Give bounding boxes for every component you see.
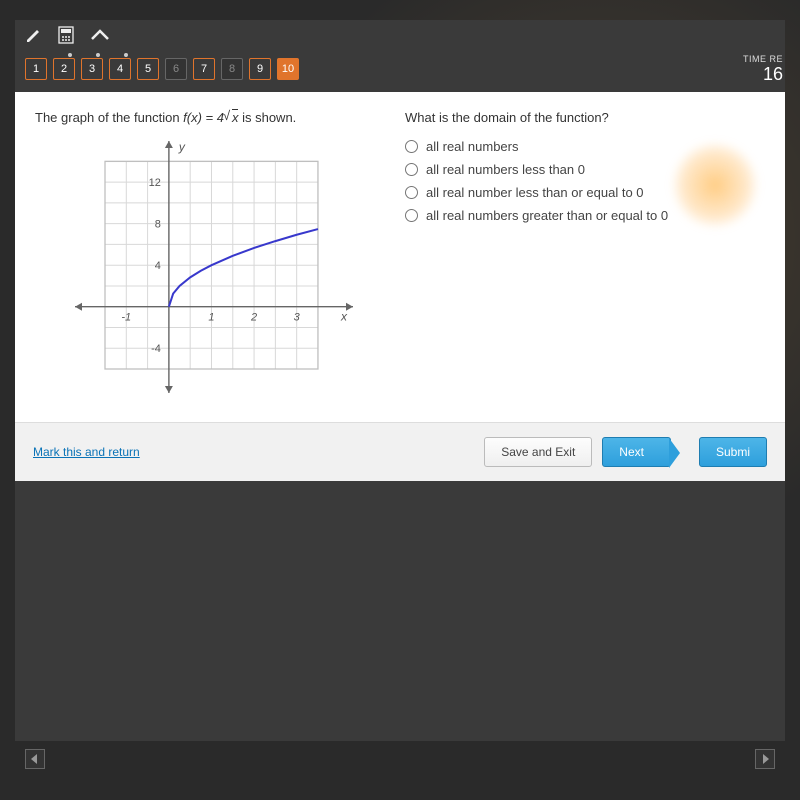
collapse-icon[interactable] — [89, 28, 111, 42]
choice-4[interactable]: all real numbers greater than or equal t… — [405, 204, 765, 227]
svg-text:x: x — [340, 310, 348, 324]
choice-label-4: all real numbers greater than or equal t… — [426, 208, 668, 223]
choice-1[interactable]: all real numbers — [405, 135, 765, 158]
q-left-post: is shown. — [238, 110, 296, 125]
choice-2[interactable]: all real numbers less than 0 — [405, 158, 765, 181]
svg-text:12: 12 — [149, 177, 161, 189]
bottom-nav — [15, 741, 785, 777]
question-nav-6[interactable]: 6 — [165, 58, 187, 80]
question-right-text: What is the domain of the function? — [405, 110, 765, 125]
question-nav-2[interactable]: 2 — [53, 58, 75, 80]
choice-3[interactable]: all real number less than or equal to 0 — [405, 181, 765, 204]
pencil-icon[interactable] — [25, 26, 43, 44]
svg-text:3: 3 — [294, 312, 301, 324]
timer-value: 16 — [743, 64, 783, 85]
choice-radio-3[interactable] — [405, 186, 418, 199]
answer-choices: all real numbers all real numbers less th… — [405, 135, 765, 227]
question-nav-9[interactable]: 9 — [249, 58, 271, 80]
svg-text:2: 2 — [250, 312, 257, 324]
svg-text:-4: -4 — [151, 343, 161, 355]
question-nav: 123456789 10 TIME RE 16 — [15, 50, 785, 92]
svg-text:8: 8 — [155, 219, 161, 231]
timer-label: TIME RE — [743, 54, 783, 64]
choice-label-1: all real numbers — [426, 139, 519, 154]
prev-page-button[interactable] — [25, 749, 45, 769]
question-nav-5[interactable]: 5 — [137, 58, 159, 80]
question-nav-3[interactable]: 3 — [81, 58, 103, 80]
choice-radio-2[interactable] — [405, 163, 418, 176]
action-bar: Mark this and return Save and Exit Next … — [15, 422, 785, 481]
timer: TIME RE 16 — [743, 54, 785, 85]
q-left-fn: f(x) = 4√x — [183, 110, 238, 125]
mark-return-link[interactable]: Mark this and return — [33, 445, 140, 459]
svg-text:y: y — [178, 140, 186, 154]
q-left-pre: The graph of the function — [35, 110, 183, 125]
submit-button[interactable]: Submi — [699, 437, 767, 467]
next-page-button[interactable] — [755, 749, 775, 769]
toolbar — [15, 20, 785, 50]
next-button[interactable]: Next — [602, 437, 671, 467]
calculator-icon[interactable] — [57, 26, 75, 44]
svg-text:1: 1 — [208, 312, 214, 324]
question-left-text: The graph of the function f(x) = 4√x is … — [35, 110, 375, 125]
question-nav-10[interactable]: 10 — [277, 58, 299, 80]
question-nav-1[interactable]: 1 — [25, 58, 47, 80]
choice-radio-4[interactable] — [405, 209, 418, 222]
question-content: The graph of the function f(x) = 4√x is … — [15, 92, 785, 422]
svg-text:-1: -1 — [121, 312, 131, 324]
svg-text:4: 4 — [155, 260, 161, 272]
function-graph: -1123-44812xy — [55, 139, 355, 399]
question-nav-8[interactable]: 8 — [221, 58, 243, 80]
question-nav-4[interactable]: 4 — [109, 58, 131, 80]
choice-radio-1[interactable] — [405, 140, 418, 153]
choice-label-3: all real number less than or equal to 0 — [426, 185, 644, 200]
choice-label-2: all real numbers less than 0 — [426, 162, 585, 177]
question-nav-7[interactable]: 7 — [193, 58, 215, 80]
save-exit-button[interactable]: Save and Exit — [484, 437, 592, 467]
